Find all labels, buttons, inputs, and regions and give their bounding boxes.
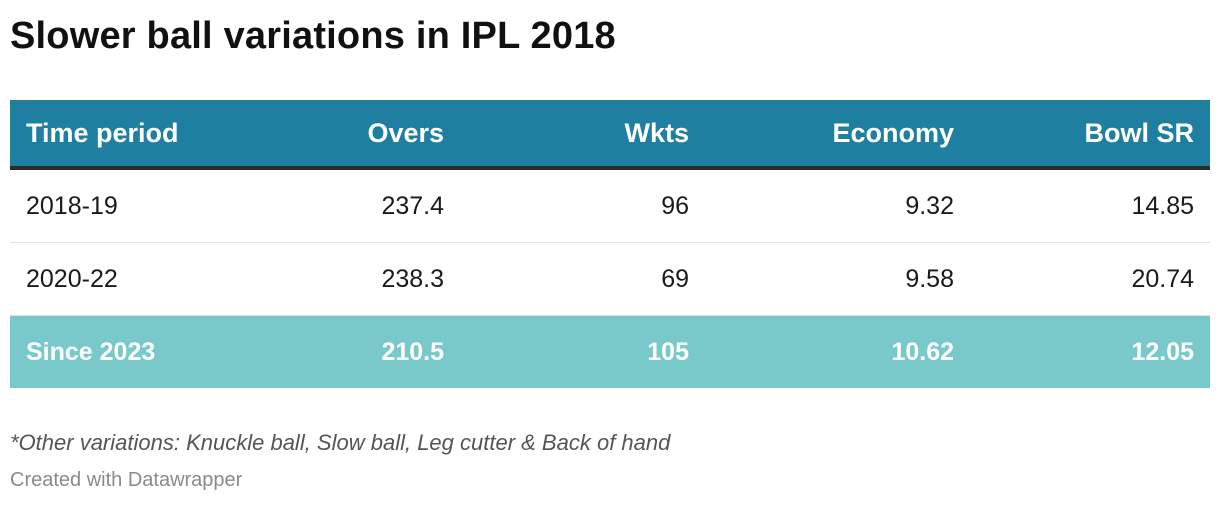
column-header-time-period: Time period: [10, 100, 179, 170]
cell-overs: 237.4: [160, 168, 460, 243]
cell-economy: 9.32: [705, 168, 970, 243]
cell-time-period: 2020-22: [10, 242, 160, 316]
chart-title: Slower ball variations in IPL 2018: [10, 15, 616, 57]
cell-bowl-sr: 12.05: [970, 315, 1210, 388]
header-row: Time period Overs Wkts Economy Bowl SR: [10, 100, 1210, 170]
data-table-container: Time period Overs Wkts Economy Bowl SR 2…: [10, 100, 1210, 388]
table-header: Time period Overs Wkts Economy Bowl SR: [10, 100, 1210, 170]
cell-wkts: 96: [460, 168, 705, 243]
column-header-wkts: Wkts: [460, 100, 705, 170]
footnote: *Other variations: Knuckle ball, Slow ba…: [10, 430, 671, 455]
cell-economy: 9.58: [705, 242, 970, 316]
data-table: Time period Overs Wkts Economy Bowl SR 2…: [10, 100, 1210, 388]
table-row: 2020-22 238.3 69 9.58 20.74: [10, 242, 1210, 316]
cell-wkts: 105: [460, 315, 705, 388]
table-row-highlighted: Since 2023 210.5 105 10.62 12.05: [10, 315, 1210, 388]
column-header-bowl-sr: Bowl SR: [970, 100, 1210, 170]
cell-economy: 10.62: [705, 315, 970, 388]
cell-bowl-sr: 20.74: [970, 242, 1210, 316]
cell-overs: 210.5: [160, 315, 460, 388]
cell-overs: 238.3: [160, 242, 460, 316]
column-header-economy: Economy: [705, 100, 970, 170]
cell-time-period: Since 2023: [10, 315, 160, 388]
cell-wkts: 69: [460, 242, 705, 316]
credit-link[interactable]: Created with Datawrapper: [10, 469, 243, 491]
column-header-overs: Overs: [160, 100, 460, 170]
cell-time-period: 2018-19: [10, 168, 160, 243]
cell-bowl-sr: 14.85: [970, 168, 1210, 243]
table-row: 2018-19 237.4 96 9.32 14.85: [10, 168, 1210, 243]
table-body: 2018-19 237.4 96 9.32 14.85 2020-22 238.…: [10, 168, 1210, 388]
